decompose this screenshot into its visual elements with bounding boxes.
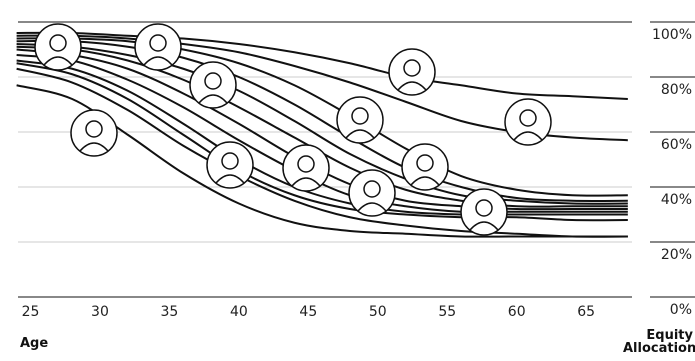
avatar-body (397, 81, 427, 91)
avatar-head (519, 109, 537, 127)
avatar-head (85, 120, 103, 138)
x-tick-label: 30 (91, 304, 109, 320)
series-line (16, 59, 628, 216)
avatar-body (513, 131, 543, 141)
avatar-head (204, 72, 222, 90)
avatar-body (198, 94, 228, 104)
series-line (16, 43, 628, 205)
avatar-head (416, 154, 434, 172)
x-tick-label: 45 (299, 304, 317, 320)
avatar-body (143, 56, 173, 66)
avatar-body (469, 221, 499, 231)
avatar-body (215, 174, 245, 184)
avatar-body (43, 56, 73, 66)
series-line (16, 39, 628, 202)
avatar-head (475, 199, 493, 217)
avatar-body (357, 202, 387, 212)
x-axis-title: Age (20, 336, 49, 351)
y-tick-label: 60% (661, 137, 692, 153)
y-tick-label: 0% (670, 302, 692, 318)
y-tick-label: 20% (661, 247, 692, 263)
x-tick-label: 60 (508, 304, 526, 320)
x-tick-label: 25 (22, 304, 40, 320)
x-tick-label: 40 (230, 304, 248, 320)
series-line (16, 37, 628, 197)
y-tick-label: 100% (652, 27, 692, 43)
x-tick-label: 55 (438, 304, 456, 320)
avatar-head (149, 34, 167, 52)
avatar-head (49, 34, 67, 52)
avatar-body (291, 177, 321, 187)
avatar-head (363, 180, 381, 198)
series-line (16, 67, 628, 238)
y-tick-label: 80% (661, 82, 692, 98)
avatar-body (410, 176, 440, 186)
avatar-head (297, 155, 315, 173)
series-line (16, 31, 628, 100)
avatar-head (351, 107, 369, 125)
y-tick-label: 40% (661, 192, 692, 208)
avatar-body (79, 142, 109, 152)
x-tick-label: 50 (369, 304, 387, 320)
series-line (16, 84, 628, 238)
x-tick-label: 65 (577, 304, 595, 320)
avatar-head (403, 59, 421, 77)
avatar-body (345, 129, 375, 139)
x-tick-label: 35 (161, 304, 179, 320)
avatars (34, 23, 552, 236)
avatar-head (221, 152, 239, 170)
y-axis-title: Equity Allocation (623, 328, 695, 356)
series-line (16, 62, 628, 222)
